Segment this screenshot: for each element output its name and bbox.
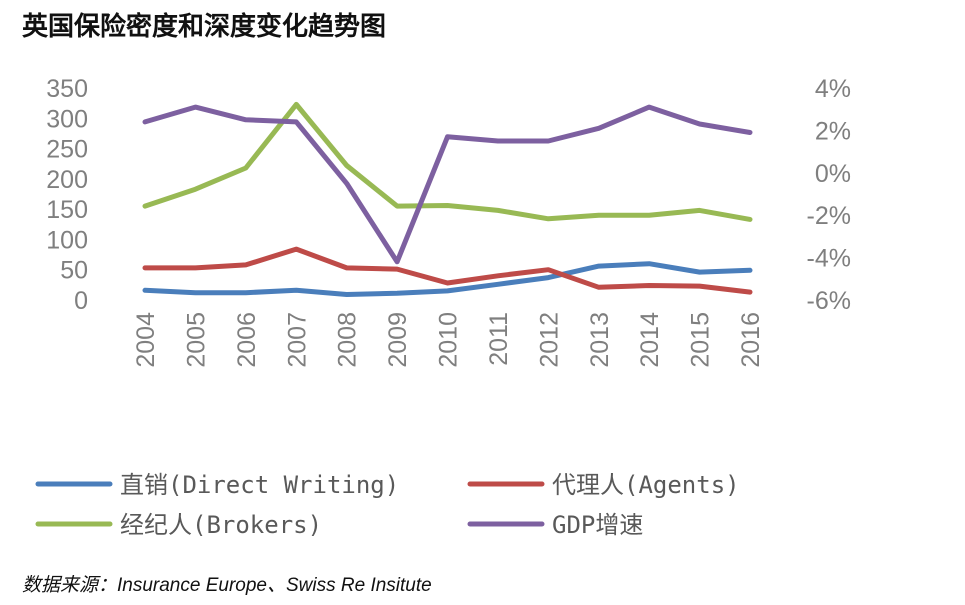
left-tick-label: 50 [60,257,88,285]
left-tick-label: 300 [46,105,88,133]
x-tick-label: 2008 [334,312,362,368]
x-tick-label: 2016 [737,312,765,368]
left-tick-label: 0 [74,287,88,315]
x-tick-label: 2007 [283,312,311,368]
x-tick-label: 2012 [535,312,563,368]
x-tick-label: 2015 [687,312,715,368]
right-tick-label: 4% [815,75,851,103]
x-tick-label: 2014 [636,312,664,368]
right-tick-label: 0% [815,160,851,188]
x-axis-ticks: 2004 2005 2006 2007 2008 2009 2010 2011 2012 2013… [132,312,765,368]
right-tick-label: -6% [807,287,851,315]
left-tick-label: 250 [46,136,88,164]
legend-label: 经纪人(Brokers) [120,511,322,539]
source-note: 数据来源：Insurance Europe、Swiss Re Insitute [22,575,432,596]
right-axis-ticks: -6% -4% -2% 0% 2% 4% [807,75,851,315]
x-tick-label: 2013 [586,312,614,368]
chart-title: 英国保险密度和深度变化趋势图 [22,12,387,42]
series-line [142,261,753,297]
left-tick-label: 150 [46,196,88,224]
right-tick-label: -4% [807,245,851,273]
x-tick-label: 2011 [485,312,513,366]
x-tick-label: 2009 [384,312,412,368]
legend-label: GDP增速 [552,511,643,539]
right-tick-label: -2% [807,202,851,230]
legend-label: 代理人(Agents) [552,471,740,499]
legend-label: 直销(Direct Writing) [120,471,399,499]
x-tick-label: 2004 [132,312,160,368]
series-line [142,104,753,265]
left-tick-label: 350 [46,75,88,103]
left-tick-label: 200 [46,166,88,194]
series-lines [142,101,753,297]
x-tick-label: 2006 [233,312,261,368]
series-line [142,101,753,222]
left-tick-label: 100 [46,226,88,254]
x-tick-label: 2005 [182,312,210,368]
series-line [142,246,753,295]
right-tick-label: 2% [815,117,851,145]
legend: 直销(Direct Writing) 代理人(Agents) 经纪人(Brokers… [35,471,740,539]
x-tick-label: 2010 [435,312,463,368]
